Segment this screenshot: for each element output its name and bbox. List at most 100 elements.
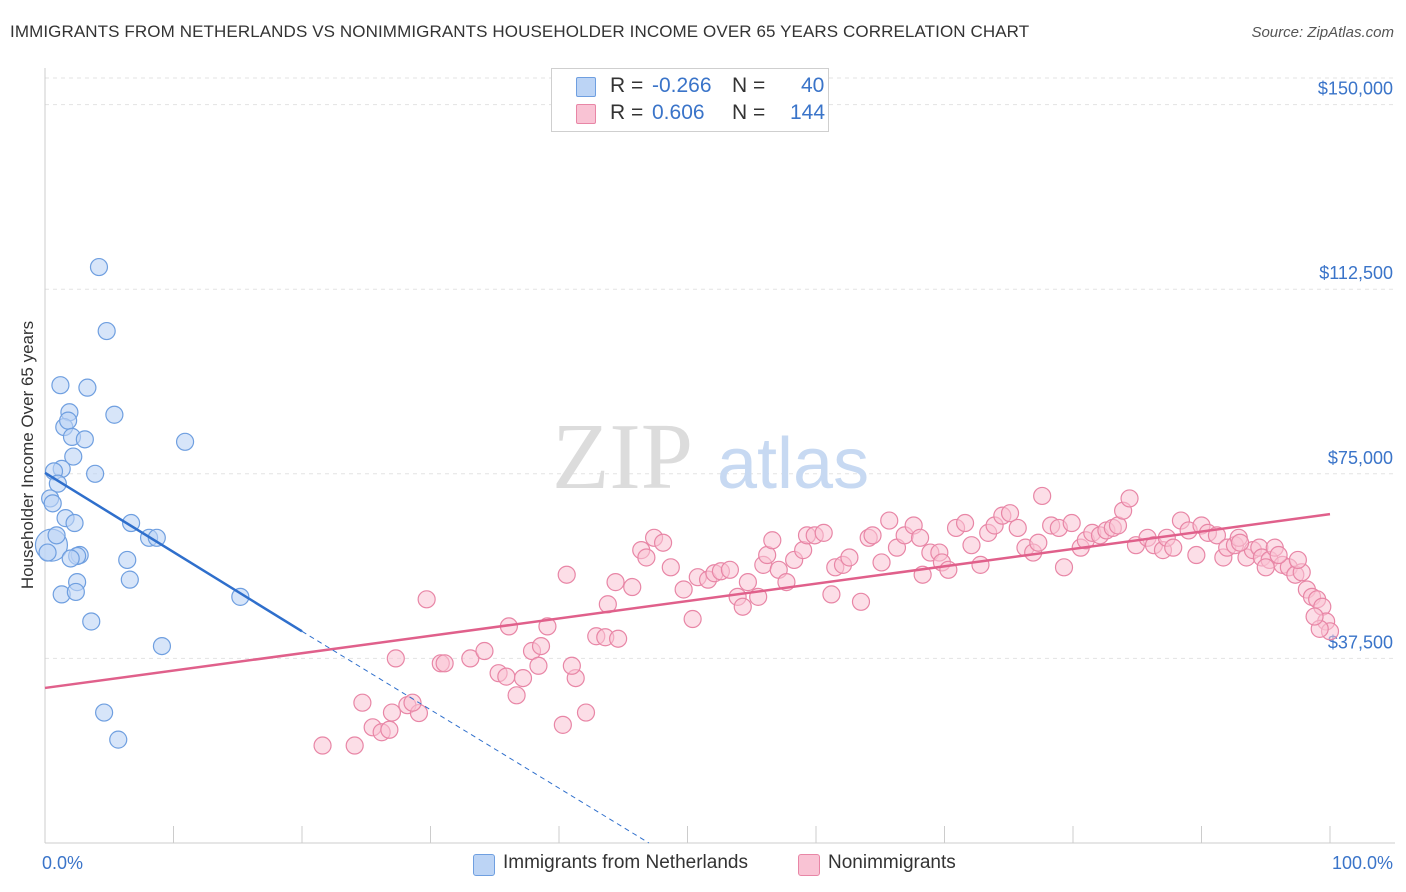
netherlands-series bbox=[34, 257, 250, 749]
nonimmigrants-point bbox=[313, 736, 332, 755]
nonimmigrants-point bbox=[880, 511, 899, 530]
nonimmigrants-point bbox=[733, 597, 752, 616]
y-axis-label: Householder Income Over 65 years bbox=[18, 320, 37, 590]
netherlands-point bbox=[175, 432, 195, 451]
netherlands-point bbox=[47, 526, 66, 545]
netherlands-point bbox=[152, 636, 172, 656]
nonimmigrants-point bbox=[910, 528, 930, 547]
nonimmigrants-point bbox=[1120, 489, 1139, 508]
netherlands-point bbox=[38, 543, 57, 562]
netherlands-point bbox=[97, 321, 116, 341]
nonimmigrants-trend-line bbox=[44, 512, 1331, 690]
y-tick-label: $37,500 bbox=[1328, 632, 1393, 652]
legend-label: Nonimmigrants bbox=[828, 852, 956, 873]
trend-lines bbox=[44, 471, 1331, 844]
nonimmigrants-point bbox=[1269, 545, 1288, 565]
nonimmigrants-point bbox=[417, 590, 436, 609]
nonimmigrants-point bbox=[1000, 504, 1020, 523]
nonimmigrants-point bbox=[720, 560, 740, 579]
nonimmigrants-point bbox=[653, 533, 673, 552]
netherlands-point bbox=[109, 730, 128, 749]
nonimmigrants-series bbox=[313, 486, 1340, 755]
netherlands-point bbox=[75, 430, 94, 449]
nonimmigrants-point bbox=[1054, 558, 1074, 577]
legend-swatch-pink bbox=[576, 104, 596, 124]
nonimmigrants-point bbox=[661, 558, 680, 577]
netherlands-trend-line bbox=[44, 471, 303, 633]
netherlands-point bbox=[89, 257, 109, 277]
netherlands-point bbox=[66, 582, 85, 602]
nonimmigrants-point bbox=[513, 668, 533, 688]
nonimmigrants-point bbox=[403, 693, 422, 712]
netherlands-point bbox=[86, 464, 105, 483]
nonimmigrants-point bbox=[822, 585, 841, 604]
nonimmigrants-point bbox=[353, 693, 372, 712]
nonimmigrants-point bbox=[507, 686, 526, 705]
correlation-legend: R = -0.266 N = 40 R = 0.606 N = 144 bbox=[551, 68, 829, 132]
nonimmigrants-point bbox=[382, 703, 402, 722]
x-tick-label: 100.0% bbox=[1332, 853, 1393, 873]
nonimmigrants-point bbox=[863, 526, 882, 545]
y-tick-label: $75,000 bbox=[1328, 448, 1393, 468]
legend-r-label: R = bbox=[610, 74, 644, 97]
legend-r-value: -0.266 bbox=[652, 74, 712, 97]
legend-swatch-blue bbox=[473, 854, 495, 876]
legend-n-label: N = bbox=[732, 101, 766, 124]
nonimmigrants-point bbox=[1305, 607, 1324, 626]
nonimmigrants-point bbox=[475, 641, 494, 661]
nonimmigrants-point bbox=[531, 636, 551, 656]
nonimmigrants-point bbox=[562, 656, 581, 675]
nonimmigrants-point bbox=[763, 531, 782, 550]
netherlands-point bbox=[78, 378, 97, 397]
nonimmigrants-point bbox=[386, 649, 405, 668]
nonimmigrants-point bbox=[962, 536, 981, 555]
nonimmigrants-point bbox=[1256, 558, 1275, 577]
source-credit: Source: ZipAtlas.com bbox=[1251, 24, 1394, 41]
netherlands-point bbox=[82, 612, 101, 631]
nonimmigrants-point bbox=[557, 565, 576, 584]
nonimmigrants-point bbox=[851, 592, 871, 611]
nonimmigrants-point bbox=[623, 577, 642, 597]
axes bbox=[44, 68, 1395, 844]
netherlands-point bbox=[43, 494, 62, 513]
netherlands-point bbox=[51, 376, 70, 395]
legend-label: Immigrants from Netherlands bbox=[503, 852, 748, 873]
watermark-zip: ZIP bbox=[552, 405, 693, 509]
nonimmigrants-point bbox=[1008, 518, 1027, 538]
legend-swatch-pink bbox=[798, 854, 820, 876]
nonimmigrants-point bbox=[955, 513, 975, 533]
nonimmigrants-point bbox=[380, 720, 399, 739]
netherlands-trend-extension bbox=[301, 630, 650, 844]
nonimmigrants-point bbox=[971, 555, 990, 574]
nonimmigrants-point bbox=[738, 573, 757, 592]
chart-title: IMMIGRANTS FROM NETHERLANDS VS NONIMMIGR… bbox=[10, 22, 1030, 41]
nonimmigrants-point bbox=[1187, 545, 1206, 565]
nonimmigrants-point bbox=[1288, 550, 1307, 570]
nonimmigrants-point bbox=[872, 553, 891, 572]
netherlands-point bbox=[120, 570, 139, 589]
nonimmigrants-point bbox=[576, 703, 596, 722]
netherlands-point bbox=[95, 703, 114, 722]
nonimmigrants-point bbox=[637, 548, 656, 567]
nonimmigrants-point bbox=[538, 617, 557, 636]
netherlands-point bbox=[105, 405, 124, 424]
legend-r-value: 0.606 bbox=[652, 101, 705, 124]
legend-n-value: 144 bbox=[790, 101, 826, 124]
watermark: ZIP atlas bbox=[552, 405, 869, 509]
nonimmigrants-point bbox=[606, 573, 625, 592]
netherlands-point bbox=[231, 587, 250, 606]
nonimmigrants-point bbox=[461, 649, 480, 668]
netherlands-point bbox=[65, 513, 84, 533]
nonimmigrants-point bbox=[814, 523, 833, 542]
nonimmigrants-point bbox=[553, 715, 572, 734]
nonimmigrants-point bbox=[1062, 513, 1081, 533]
nonimmigrants-point bbox=[1029, 533, 1048, 552]
y-tick-label: $112,500 bbox=[1319, 263, 1393, 283]
nonimmigrants-point bbox=[1164, 538, 1183, 557]
legend-r-label: R = bbox=[610, 101, 644, 124]
netherlands-point bbox=[59, 411, 78, 430]
nonimmigrants-point bbox=[840, 548, 859, 567]
nonimmigrants-point bbox=[435, 654, 454, 673]
nonimmigrants-point bbox=[1230, 533, 1250, 552]
